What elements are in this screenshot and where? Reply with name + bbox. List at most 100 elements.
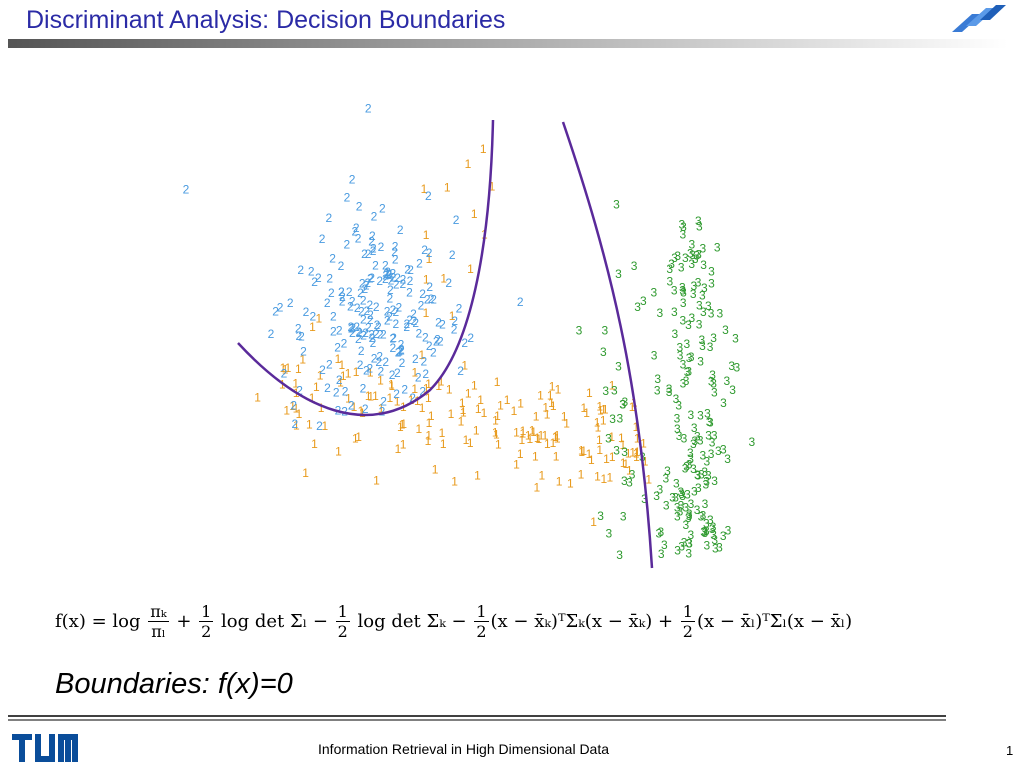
class-marker: 2 xyxy=(373,327,380,341)
class-marker: 1 xyxy=(583,406,590,420)
class-marker: 1 xyxy=(282,362,289,376)
class-marker: 3 xyxy=(634,300,641,314)
class-marker: 3 xyxy=(629,468,636,482)
class-marker: 2 xyxy=(356,200,363,214)
fraction: πₖ πₗ xyxy=(148,602,169,641)
class-marker: 2 xyxy=(386,268,393,282)
class-marker: 1 xyxy=(337,375,344,389)
class-marker: 2 xyxy=(409,391,416,405)
class-marker: 1 xyxy=(645,472,652,486)
class-marker: 3 xyxy=(688,408,695,422)
class-marker: 2 xyxy=(419,385,426,399)
class-marker: 2 xyxy=(382,268,389,282)
class-marker: 1 xyxy=(465,387,472,401)
class-marker: 1 xyxy=(395,442,402,456)
class-marker: 2 xyxy=(378,240,385,254)
class-marker: 3 xyxy=(708,307,715,321)
class-marker: 2 xyxy=(426,339,433,353)
fraction-den: 2 xyxy=(337,622,348,641)
formula-part: (x − x̄ₗ)ᵀΣₗ(x − x̄ₗ) xyxy=(696,611,853,632)
class-marker: 3 xyxy=(704,455,711,469)
class-marker: 1 xyxy=(525,428,532,442)
class-marker: 3 xyxy=(686,537,693,551)
class-marker: 2 xyxy=(300,345,307,359)
class-marker: 1 xyxy=(550,399,557,413)
class-marker: 1 xyxy=(596,443,603,457)
class-marker: 3 xyxy=(695,469,702,483)
class-marker: 2 xyxy=(376,274,383,288)
class-marker: 2 xyxy=(453,213,460,227)
class-marker: 1 xyxy=(400,417,407,431)
class-marker: 2 xyxy=(295,321,302,335)
class-marker: 1 xyxy=(412,365,419,379)
class-marker: 2 xyxy=(365,320,372,334)
class-marker: 3 xyxy=(710,331,717,345)
class-marker: 1 xyxy=(317,368,324,382)
class-marker: 2 xyxy=(339,295,346,309)
class-marker: 1 xyxy=(440,271,447,285)
class-marker: 1 xyxy=(372,389,379,403)
class-marker: 3 xyxy=(708,277,715,291)
class-marker: 2 xyxy=(362,326,369,340)
class-marker: 1 xyxy=(432,463,439,477)
class-marker: 3 xyxy=(699,289,706,303)
class-marker: 3 xyxy=(620,397,627,411)
class-marker: 2 xyxy=(388,273,395,287)
formula-part: (x − x̄ₖ)ᵀΣₖ(x − x̄ₖ) + xyxy=(490,611,679,632)
class-marker: 2 xyxy=(287,296,294,310)
class-marker: 1 xyxy=(596,399,603,413)
class-marker: 3 xyxy=(669,490,676,504)
class-marker: 1 xyxy=(473,423,480,437)
class-marker: 2 xyxy=(399,277,406,291)
class-marker: 3 xyxy=(600,345,607,359)
class-marker: 1 xyxy=(302,466,309,480)
class-marker: 3 xyxy=(631,259,638,273)
class-marker: 2 xyxy=(374,318,381,332)
class-marker: 2 xyxy=(369,229,376,243)
class-marker: 2 xyxy=(384,265,391,279)
class-marker: 2 xyxy=(368,271,375,285)
class-marker: 1 xyxy=(458,414,465,428)
class-marker: 1 xyxy=(517,447,524,461)
class-marker: 2 xyxy=(183,182,190,196)
class-marker: 1 xyxy=(620,438,627,452)
class-marker: 3 xyxy=(675,399,682,413)
decision-boundary xyxy=(237,119,495,417)
class-marker: 1 xyxy=(609,450,616,464)
class-marker: 3 xyxy=(700,305,707,319)
class-marker: 1 xyxy=(293,418,300,432)
class-marker: 2 xyxy=(386,292,393,306)
class-marker: 2 xyxy=(383,267,390,281)
class-marker: 1 xyxy=(388,377,395,391)
class-marker: 1 xyxy=(552,430,559,444)
class-marker: 2 xyxy=(352,224,359,238)
class-marker: 3 xyxy=(698,510,705,524)
class-marker: 3 xyxy=(691,421,698,435)
class-marker: 3 xyxy=(613,197,620,211)
class-marker: 2 xyxy=(316,419,323,433)
class-marker: 1 xyxy=(618,431,625,445)
class-marker: 3 xyxy=(686,509,693,523)
class-marker: 3 xyxy=(710,528,717,542)
class-marker: 1 xyxy=(532,450,539,464)
class-marker: 3 xyxy=(724,452,731,466)
class-marker: 1 xyxy=(590,515,597,529)
class-marker: 1 xyxy=(449,309,456,323)
class-marker: 1 xyxy=(539,469,546,483)
class-marker: 3 xyxy=(694,503,701,517)
class-marker: 2 xyxy=(415,326,422,340)
class-marker: 2 xyxy=(393,387,400,401)
class-marker: 2 xyxy=(360,329,367,343)
class-marker: 2 xyxy=(342,384,349,398)
class-marker: 1 xyxy=(321,419,328,433)
class-marker: 3 xyxy=(720,529,727,543)
class-marker: 2 xyxy=(363,304,370,318)
class-marker: 1 xyxy=(425,428,432,442)
class-marker: 1 xyxy=(626,463,633,477)
class-marker: 2 xyxy=(451,322,458,336)
class-marker: 3 xyxy=(666,385,673,399)
class-marker: 1 xyxy=(340,369,347,383)
class-marker: 2 xyxy=(333,385,340,399)
